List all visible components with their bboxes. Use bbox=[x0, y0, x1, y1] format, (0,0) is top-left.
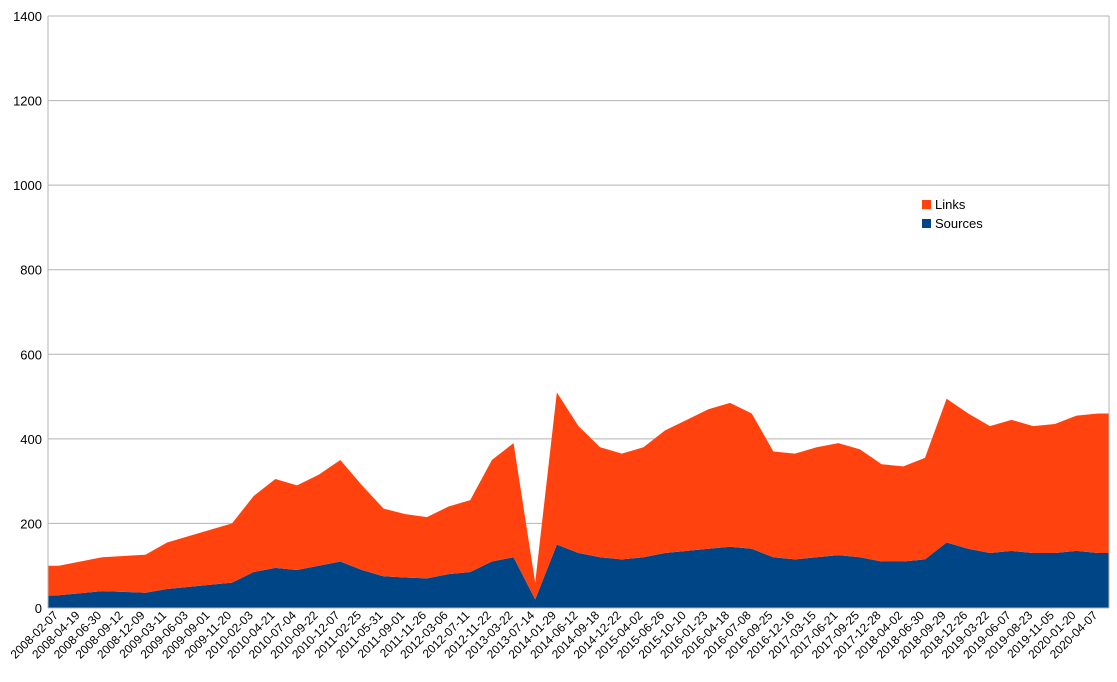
y-tick-label: 1000 bbox=[13, 178, 42, 193]
y-tick-label: 1200 bbox=[13, 94, 42, 109]
y-tick-label: 1400 bbox=[13, 9, 42, 24]
axes bbox=[47, 16, 1110, 609]
legend-label-sources: Sources bbox=[935, 216, 983, 231]
y-tick-label: 600 bbox=[20, 347, 42, 362]
series-area-links bbox=[48, 392, 1109, 600]
plot-area bbox=[48, 392, 1109, 608]
legend-label-links: Links bbox=[935, 197, 966, 212]
series-area-sources bbox=[48, 542, 1109, 608]
y-tick-label: 800 bbox=[20, 263, 42, 278]
y-axis-tick-labels: 0 200 400 600 800 1000 1200 1400 bbox=[13, 9, 42, 616]
y-tick-label: 0 bbox=[35, 601, 42, 616]
legend-swatch-links bbox=[922, 200, 931, 209]
y-tick-label: 200 bbox=[20, 516, 42, 531]
y-tick-label: 400 bbox=[20, 432, 42, 447]
legend: Links Sources bbox=[922, 197, 983, 231]
x-axis-tick-labels: 2008-02-072008-04-192008-06-302008-09-12… bbox=[8, 608, 1101, 662]
legend-swatch-sources bbox=[922, 219, 931, 228]
